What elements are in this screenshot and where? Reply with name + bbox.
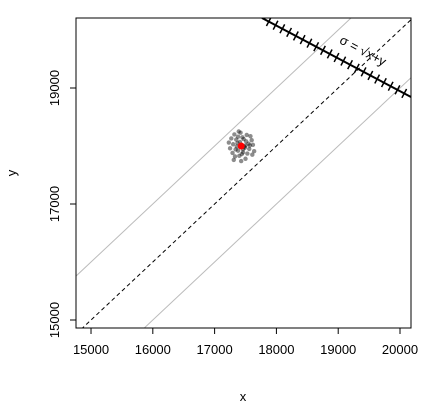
sigma-tick [319, 45, 326, 56]
reference-line [143, 77, 411, 328]
sigma-tick [306, 38, 313, 48]
sigma-tick [279, 24, 286, 34]
point [231, 157, 236, 163]
plot-frame [75, 17, 412, 329]
x-tick-label: 19000 [320, 342, 356, 357]
sigma-tick [333, 52, 340, 63]
point [247, 143, 253, 148]
sigma-tick [313, 41, 320, 52]
point [249, 138, 254, 143]
x-tick-label: 18000 [258, 342, 294, 357]
point [236, 129, 241, 134]
point [232, 154, 238, 159]
point [243, 156, 248, 161]
point [237, 153, 242, 159]
point [251, 149, 257, 154]
sigma-tick [360, 67, 367, 77]
y-tick-label: 19000 [47, 70, 62, 106]
y-tick-label: 15000 [47, 302, 62, 338]
point [250, 152, 255, 157]
point [245, 151, 250, 156]
sigma-tick [299, 34, 306, 45]
sigma-tick [340, 56, 347, 66]
point [240, 150, 246, 155]
y-tick-label: 17000 [47, 186, 62, 222]
point [241, 136, 246, 142]
point [226, 140, 232, 145]
point [240, 135, 245, 140]
point [246, 141, 251, 146]
point [248, 133, 253, 139]
sigma-tick [347, 59, 354, 70]
point [235, 148, 241, 153]
point [239, 151, 245, 157]
point [238, 130, 243, 135]
point [238, 158, 244, 164]
x-axis-title: x [240, 389, 247, 404]
sigma-tick [380, 77, 387, 88]
point [247, 146, 252, 152]
point [230, 142, 236, 147]
point [235, 134, 241, 139]
x-tick-label: 16000 [135, 342, 171, 357]
sigma-tick [265, 18, 272, 27]
point [227, 146, 233, 151]
sigma-tick [387, 81, 394, 91]
sigma-tick [394, 85, 401, 95]
sigma-tick [374, 74, 381, 84]
y-axis-title: y [4, 169, 19, 176]
point [230, 150, 235, 156]
plot-area [76, 18, 411, 328]
point [243, 139, 249, 144]
point [232, 132, 237, 137]
sigma-tick [272, 20, 279, 30]
x-tick-label: 17000 [197, 342, 233, 357]
point [244, 132, 249, 138]
point [233, 147, 238, 152]
sigma-tick [286, 27, 293, 38]
sigma-tick [367, 70, 374, 81]
reference-line [76, 18, 352, 277]
sigma-tick [292, 31, 299, 41]
point [234, 137, 239, 142]
sigma-tick [401, 88, 408, 99]
x-tick-label: 20000 [382, 342, 418, 357]
point [250, 142, 256, 148]
point [229, 136, 234, 141]
x-tick-label: 15000 [73, 342, 109, 357]
center-point [237, 142, 245, 150]
sigma-tick [353, 63, 360, 74]
sigma-tick [326, 49, 333, 59]
